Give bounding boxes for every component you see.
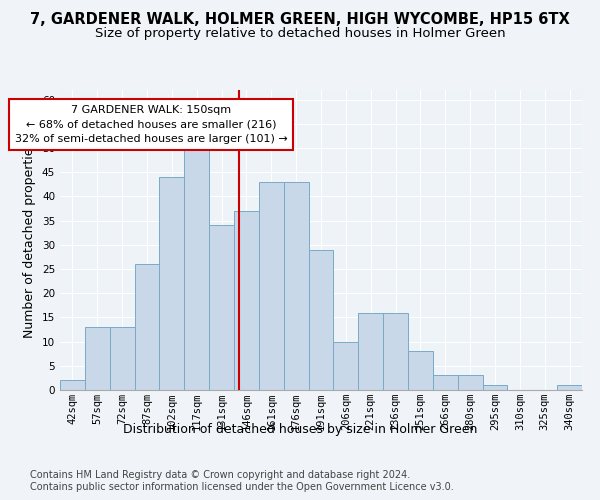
Text: 7 GARDENER WALK: 150sqm
← 68% of detached houses are smaller (216)
32% of semi-d: 7 GARDENER WALK: 150sqm ← 68% of detache… [15, 104, 287, 144]
Bar [160, 177, 184, 390]
Text: Size of property relative to detached houses in Holmer Green: Size of property relative to detached ho… [95, 28, 505, 40]
Bar [209, 226, 234, 390]
Bar [60, 380, 85, 390]
Bar [334, 342, 358, 390]
Bar [557, 385, 582, 390]
Bar [408, 352, 433, 390]
Bar [134, 264, 160, 390]
Y-axis label: Number of detached properties: Number of detached properties [23, 142, 37, 338]
Bar [433, 376, 458, 390]
Bar [308, 250, 334, 390]
Bar [234, 211, 259, 390]
Bar [458, 376, 482, 390]
Text: Contains HM Land Registry data © Crown copyright and database right 2024.: Contains HM Land Registry data © Crown c… [30, 470, 410, 480]
Bar [482, 385, 508, 390]
Text: Distribution of detached houses by size in Holmer Green: Distribution of detached houses by size … [123, 422, 477, 436]
Bar [358, 312, 383, 390]
Bar [184, 148, 209, 390]
Text: 7, GARDENER WALK, HOLMER GREEN, HIGH WYCOMBE, HP15 6TX: 7, GARDENER WALK, HOLMER GREEN, HIGH WYC… [30, 12, 570, 28]
Bar [85, 327, 110, 390]
Bar [383, 312, 408, 390]
Bar [284, 182, 308, 390]
Text: Contains public sector information licensed under the Open Government Licence v3: Contains public sector information licen… [30, 482, 454, 492]
Bar [259, 182, 284, 390]
Bar [110, 327, 134, 390]
